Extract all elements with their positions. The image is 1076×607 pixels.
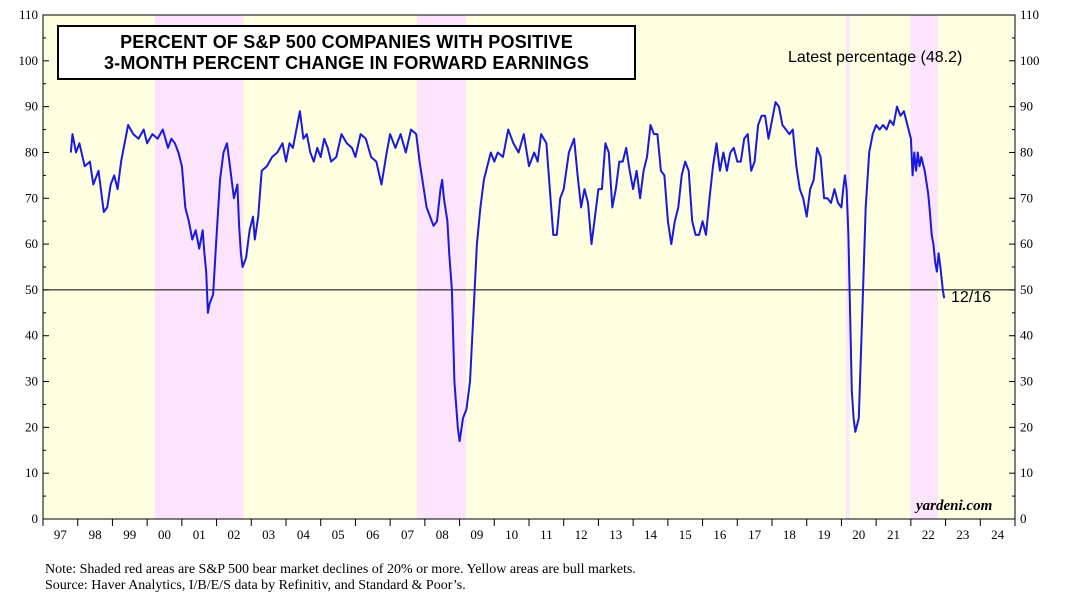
footnote-source: Source: Haver Analytics, I/B/E/S data by… [45,578,466,593]
y-tick-label-right: 70 [1020,190,1033,205]
x-tick-label: 99 [123,527,136,542]
y-tick-label-left: 90 [25,99,38,114]
y-tick-label-left: 100 [19,53,39,68]
bull-market-band [937,15,1015,519]
x-tick-label: 24 [991,527,1005,542]
y-tick-label-left: 60 [25,236,38,251]
bear-market-band [416,15,467,519]
x-tick-label: 17 [748,527,762,542]
y-axis-right: 0 10 20 30 40 50 60 70 80 90 100 110 [1009,7,1040,526]
x-tick-label: 20 [852,527,865,542]
y-tick-label-left: 80 [25,144,38,159]
y-tick-label-left: 0 [32,511,39,526]
x-tick-label: 00 [158,527,171,542]
y-tick-label-left: 20 [25,419,38,434]
x-tick-label: 03 [262,527,275,542]
y-tick-label-right: 0 [1020,511,1027,526]
series-layer [69,101,946,443]
x-tick-label: 06 [366,527,380,542]
bear-market-band [910,15,938,519]
y-tick-label-right: 90 [1020,99,1033,114]
y-tick-label-right: 10 [1020,465,1033,480]
y-tick-label-left: 30 [25,374,38,389]
x-tick-label: 10 [505,527,518,542]
bull-market-band [43,15,155,519]
bull-market-band [849,15,911,519]
x-tick-label: 98 [89,527,102,542]
y-tick-label-left: 50 [25,282,38,297]
y-tick-label-left: 70 [25,190,38,205]
y-tick-label-right: 20 [1020,419,1033,434]
series-line [69,101,946,443]
bear-market-band [845,15,850,519]
x-tick-label: 22 [922,527,935,542]
footnote-note: Note: Shaded red areas are S&P 500 bear … [45,562,636,577]
x-tick-label: 01 [193,527,206,542]
footnotes: Note: Shaded red areas are S&P 500 bear … [45,562,636,594]
x-tick-label: 14 [644,527,658,542]
x-tick-label: 08 [436,527,449,542]
x-tick-label: 11 [540,527,553,542]
y-tick-label-right: 80 [1020,144,1033,159]
x-tick-label: 09 [470,527,483,542]
chart-title-line-1: PERCENT OF S&P 500 COMPANIES WITH POSITI… [120,31,573,52]
market-period-bands [43,15,1015,519]
bear-market-band [154,15,244,519]
bull-market-band [466,15,846,519]
chart-title-box: PERCENT OF S&P 500 COMPANIES WITH POSITI… [57,25,636,80]
y-tick-label-left: 10 [25,465,38,480]
x-tick-label: 97 [54,527,68,542]
x-tick-label: 02 [227,527,240,542]
bull-market-band [243,15,417,519]
y-tick-label-left: 110 [19,7,38,22]
x-tick-label: 05 [332,527,345,542]
x-tick-label: 21 [887,527,900,542]
x-tick-label: 07 [401,527,415,542]
end-date-label: 12/16 [951,289,992,306]
y-tick-label-right: 50 [1020,282,1033,297]
y-tick-label-right: 100 [1020,53,1040,68]
y-axis-left: 0 10 20 30 40 50 60 70 80 90 100 110 [19,7,49,526]
x-tick-label: 13 [609,527,622,542]
x-tick-label: 23 [956,527,969,542]
y-tick-label-right: 110 [1020,7,1039,22]
x-tick-label: 19 [818,527,831,542]
latest-percentage-label: Latest percentage (48.2) [788,49,963,66]
y-tick-label-left: 40 [25,328,38,343]
x-tick-label: 18 [783,527,796,542]
x-tick-label: 15 [679,527,692,542]
y-tick-label-right: 40 [1020,328,1033,343]
x-tick-label: 16 [713,527,727,542]
x-tick-label: 04 [297,527,311,542]
brand-watermark: yardeni.com [916,498,993,514]
y-tick-label-right: 30 [1020,374,1033,389]
x-tick-label: 12 [575,527,588,542]
y-tick-label-right: 60 [1020,236,1033,251]
x-axis: 97 98 99 00 01 02 03 04 05 06 07 08 09 10 11 12 13 14 15 16… [42,519,1016,542]
chart-title-line-2: 3-MONTH PERCENT CHANGE IN FORWARD EARNIN… [103,52,590,73]
